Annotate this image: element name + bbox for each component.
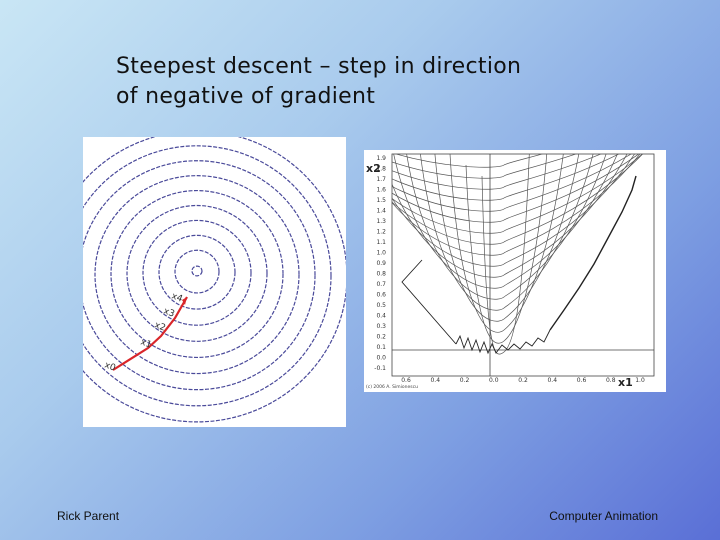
footer-course: Computer Animation <box>549 509 658 523</box>
label-x1: x1 <box>139 337 153 350</box>
x-tick-label: 1.0 <box>635 377 645 384</box>
valley-contour-line <box>392 154 628 278</box>
y-tick-label: 1.8 <box>376 166 386 173</box>
y-tick-label: 1.0 <box>376 250 386 257</box>
label-x4: x4 <box>170 291 184 304</box>
y-tick-label: -0.1 <box>374 365 386 372</box>
valley-descent-zigzag <box>455 329 551 355</box>
contour-ring <box>83 145 332 407</box>
contour-ring <box>142 219 252 326</box>
y-tick-label: 1.4 <box>376 208 386 215</box>
contour-ring <box>174 249 220 294</box>
contour-ring <box>126 204 268 342</box>
x-tick-labels: 0.6 0.4 0.2 0.0 0.2 0.4 0.6 0.8 1.0 <box>401 377 645 384</box>
valley-contour-line <box>395 154 544 168</box>
y-tick-label: 0.1 <box>376 344 386 351</box>
footer-author: Rick Parent <box>57 509 120 523</box>
valley-contours <box>392 154 643 355</box>
valley-contour-line <box>465 154 548 344</box>
credit-text: (c) 2006 A. Simionescu <box>366 384 418 390</box>
valley-contour-line <box>392 154 635 267</box>
contour-ring <box>158 234 236 310</box>
circular-contour-diagram: x0 x1 x2 x3 x4 <box>83 137 346 427</box>
valley-contour-line <box>392 154 643 234</box>
y-tick-label: 0.8 <box>376 271 386 278</box>
x-axis-label: x1 <box>618 376 633 389</box>
slide-title-line-2: of negative of gradient <box>116 84 376 109</box>
valley-descent-path-end <box>549 175 637 331</box>
y-tick-label: 1.5 <box>376 197 386 204</box>
x-tick-label: 0.4 <box>430 377 440 384</box>
valley-contour-line <box>392 154 602 190</box>
valley-contour-line <box>393 154 618 289</box>
label-x0: x0 <box>103 360 117 373</box>
valley-contour-line <box>392 154 632 212</box>
y-tick-label: 0.6 <box>376 292 386 299</box>
contour-ring <box>191 265 203 277</box>
y-axis-label: x2 <box>366 162 381 175</box>
contour-ring <box>94 175 300 375</box>
y-tick-label: 0.3 <box>376 323 386 330</box>
label-x2: x2 <box>153 320 167 333</box>
slide-title-line-1: Steepest descent – step in direction <box>116 54 522 79</box>
descent-arrowhead <box>182 297 187 305</box>
y-tick-label: 1.9 <box>376 155 386 162</box>
valley-contour-line <box>392 154 620 201</box>
plot-frame <box>391 153 655 377</box>
y-tick-label: 0.2 <box>376 334 386 341</box>
valley-contour-diagram: 1.9 1.8 1.7 1.6 1.5 1.4 1.3 1.2 1.1 1.0 0.9 0.8 0.7 0… <box>364 150 666 392</box>
circular-contour-svg: x0 x1 x2 x3 x4 <box>83 137 346 423</box>
valley-contour-line <box>392 154 577 179</box>
x-tick-label: 0.2 <box>460 377 470 384</box>
slide-title: Steepest descent – step in direction of … <box>116 52 576 112</box>
valley-contour-line <box>392 154 640 223</box>
x-tick-label: 0.6 <box>401 377 411 384</box>
y-tick-label: 1.6 <box>376 187 386 194</box>
contour-ring <box>83 137 346 423</box>
valley-contour-svg: 1.9 1.8 1.7 1.6 1.5 1.4 1.3 1.2 1.1 1.0 0.9 0.8 0.7 0… <box>366 153 655 390</box>
contour-ring <box>110 189 284 359</box>
valley-contour-line <box>392 154 643 245</box>
y-tick-label: 0.7 <box>376 281 386 288</box>
circular-contours <box>83 137 346 423</box>
valley-descent-path-start <box>401 259 457 345</box>
y-tick-label: 1.2 <box>376 229 386 236</box>
valley-contour-line <box>392 154 641 256</box>
x-tick-label: 0.4 <box>547 377 557 384</box>
x-tick-label: 0.6 <box>577 377 587 384</box>
y-tick-label: 0.0 <box>376 355 386 362</box>
y-tick-labels: 1.9 1.8 1.7 1.6 1.5 1.4 1.3 1.2 1.1 1.0 0.9 0.8 0.7 0… <box>374 155 386 372</box>
y-tick-label: 0.5 <box>376 302 386 309</box>
y-tick-label: 0.4 <box>376 313 386 320</box>
valley-contour-line <box>481 154 530 355</box>
valley-contour-line <box>434 154 580 322</box>
descent-path <box>112 296 188 371</box>
x-tick-label: 0.2 <box>518 377 528 384</box>
y-tick-label: 1.1 <box>376 239 386 246</box>
contour-ring <box>83 160 316 391</box>
x-tick-label: 0.8 <box>606 377 616 384</box>
label-x3: x3 <box>162 306 176 319</box>
x-tick-label: 0.0 <box>489 377 499 384</box>
valley-contour-line <box>449 154 564 333</box>
y-tick-label: 1.3 <box>376 218 386 225</box>
valley-contour-line <box>406 154 607 300</box>
y-tick-label: 1.7 <box>376 176 386 183</box>
valley-contour-line <box>420 154 594 311</box>
y-tick-label: 0.9 <box>376 260 386 267</box>
